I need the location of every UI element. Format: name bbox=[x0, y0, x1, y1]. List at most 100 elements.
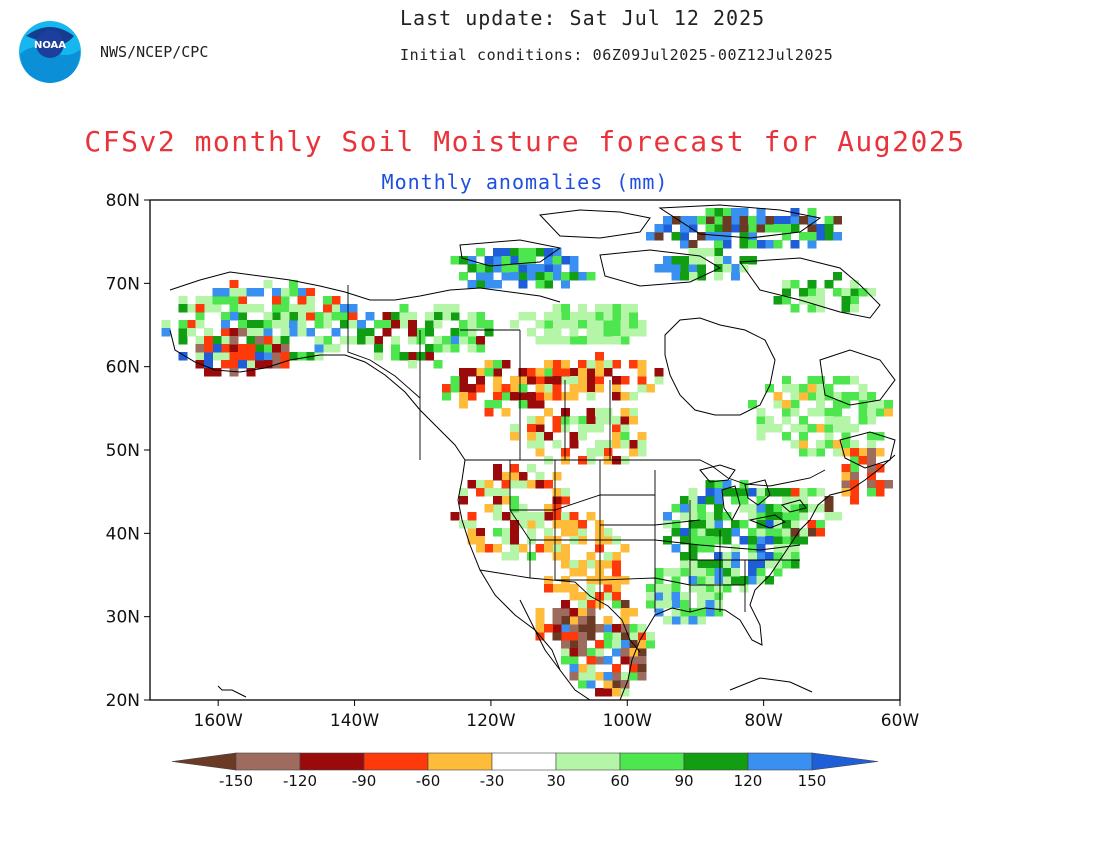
colorbar-max-arrow bbox=[811, 752, 879, 771]
anomaly-cell bbox=[246, 368, 256, 377]
anomaly-cell bbox=[561, 496, 570, 505]
anomaly-cell bbox=[425, 352, 434, 361]
anomaly-cell bbox=[510, 536, 519, 545]
anomaly-cell bbox=[722, 480, 732, 489]
anomaly-cell bbox=[705, 496, 715, 505]
anomaly-cell bbox=[586, 608, 596, 617]
anomaly-cell bbox=[697, 528, 706, 537]
anomaly-cell bbox=[671, 584, 681, 593]
anomaly-cell bbox=[714, 552, 723, 561]
anomaly-cell bbox=[790, 384, 800, 393]
anomaly-cell bbox=[289, 304, 298, 313]
anomaly-cell bbox=[280, 304, 290, 313]
anomaly-cell bbox=[544, 480, 553, 489]
anomaly-cell bbox=[578, 320, 587, 329]
anomaly-cell bbox=[646, 384, 655, 393]
anomaly-cell bbox=[841, 432, 851, 441]
anomaly-cell bbox=[306, 296, 315, 305]
anomaly-cell bbox=[671, 568, 681, 577]
anomaly-cell bbox=[790, 408, 800, 417]
anomaly-cell bbox=[246, 344, 256, 353]
anomaly-cell bbox=[561, 360, 570, 369]
anomaly-cell bbox=[297, 288, 307, 297]
anomaly-cell bbox=[612, 328, 621, 337]
anomaly-cell bbox=[255, 304, 264, 313]
anomaly-cell bbox=[569, 584, 579, 593]
anomaly-cell bbox=[552, 544, 562, 553]
anomaly-cell bbox=[714, 560, 723, 569]
anomaly-cell bbox=[527, 528, 536, 537]
anomaly-cell bbox=[518, 512, 528, 521]
anomaly-cell bbox=[731, 224, 740, 233]
anomaly-cell bbox=[467, 320, 477, 329]
anomaly-cell bbox=[790, 504, 800, 513]
anomaly-cell bbox=[833, 232, 842, 241]
anomaly-cell bbox=[365, 336, 375, 345]
anomaly-cell bbox=[595, 304, 604, 313]
anomaly-cell bbox=[578, 592, 587, 601]
anomaly-cell bbox=[578, 336, 587, 345]
anomaly-cell bbox=[765, 504, 774, 513]
anomaly-cell bbox=[850, 376, 859, 385]
anomaly-cell bbox=[595, 568, 604, 577]
anomaly-cell bbox=[756, 552, 766, 561]
anomaly-cell bbox=[629, 392, 638, 401]
anomaly-cell bbox=[731, 216, 740, 225]
anomaly-cell bbox=[357, 320, 366, 329]
anomaly-cell bbox=[824, 224, 834, 233]
anomaly-cell bbox=[467, 536, 477, 545]
anomaly-cell bbox=[722, 256, 732, 265]
anomaly-cell bbox=[501, 264, 511, 273]
lon-tick-label: 120W bbox=[466, 711, 515, 731]
anomaly-cell bbox=[544, 512, 553, 521]
anomaly-cell bbox=[323, 296, 332, 305]
anomaly-cell bbox=[544, 280, 553, 289]
anomaly-cell bbox=[799, 488, 808, 497]
anomaly-cell bbox=[841, 480, 851, 489]
anomaly-cell bbox=[467, 328, 477, 337]
anomaly-cell bbox=[484, 408, 494, 417]
anomaly-cell bbox=[535, 544, 545, 553]
anomaly-cell bbox=[629, 360, 638, 369]
anomaly-cell bbox=[552, 416, 562, 425]
anomaly-cell bbox=[595, 688, 604, 697]
anomaly-cell bbox=[714, 536, 723, 545]
anomaly-cell bbox=[612, 336, 621, 345]
anomaly-cell bbox=[569, 560, 579, 569]
anomaly-cell bbox=[833, 408, 842, 417]
anomaly-cell bbox=[442, 344, 451, 353]
anomaly-cell bbox=[756, 544, 766, 553]
anomaly-cell bbox=[782, 280, 791, 289]
anomaly-cell bbox=[765, 384, 774, 393]
anomaly-cell bbox=[714, 240, 723, 249]
anomaly-cell bbox=[569, 672, 579, 681]
anomaly-cell bbox=[246, 336, 256, 345]
anomaly-cell bbox=[586, 648, 596, 657]
anomaly-cell bbox=[782, 224, 791, 233]
anomaly-cell bbox=[578, 432, 587, 441]
anomaly-cell bbox=[323, 304, 332, 313]
anomaly-cell bbox=[527, 512, 536, 521]
anomaly-cell bbox=[790, 400, 800, 409]
anomaly-cell bbox=[561, 320, 570, 329]
political-borders bbox=[347, 285, 826, 653]
anomaly-cell bbox=[535, 368, 545, 377]
anomaly-cell bbox=[416, 328, 426, 337]
anomaly-cell bbox=[722, 528, 732, 537]
anomaly-cell bbox=[178, 336, 188, 345]
anomaly-cell bbox=[765, 424, 774, 433]
anomaly-cell bbox=[654, 592, 664, 601]
anomaly-cell bbox=[467, 312, 477, 321]
anomaly-cell bbox=[790, 528, 800, 537]
anomaly-cell bbox=[688, 216, 698, 225]
anomaly-cell bbox=[603, 304, 613, 313]
anomaly-cell bbox=[561, 304, 570, 313]
anomaly-cell bbox=[569, 256, 579, 265]
anomaly-cell bbox=[280, 288, 290, 297]
anomaly-cell bbox=[263, 328, 273, 337]
anomaly-cell bbox=[280, 352, 290, 361]
anomaly-cell bbox=[799, 232, 808, 241]
anomaly-cell bbox=[867, 416, 876, 425]
anomaly-cell bbox=[833, 424, 842, 433]
anomaly-cell bbox=[238, 320, 247, 329]
